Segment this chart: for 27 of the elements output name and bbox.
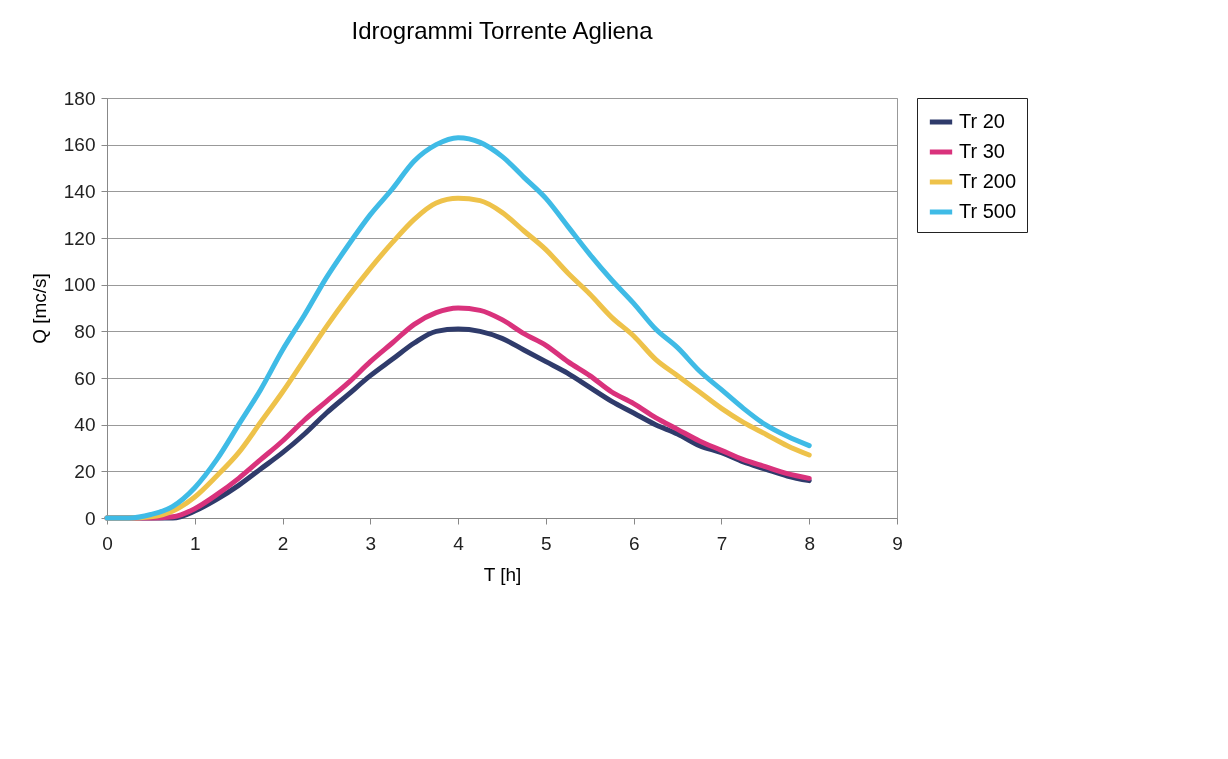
x-tick-label: 4	[453, 532, 465, 554]
x-tick-label: 7	[716, 532, 728, 554]
x-tick-label: 8	[804, 532, 816, 554]
legend-label: Tr 500	[959, 200, 1017, 222]
y-tick-label: 20	[74, 460, 96, 482]
legend-label: Tr 200	[959, 170, 1017, 192]
legend-label: Tr 20	[959, 110, 1005, 132]
legend-label: Tr 30	[959, 140, 1005, 162]
y-tick-label: 0	[84, 507, 96, 529]
x-tick-label: 9	[892, 532, 903, 554]
y-tick-label: 60	[74, 367, 96, 389]
x-tick-label: 0	[102, 532, 113, 554]
y-tick-label: 180	[63, 87, 96, 109]
chart-title: Idrogrammi Torrente Agliena	[351, 17, 654, 44]
y-axis-title: Q [mc/s]	[28, 273, 50, 344]
y-tick-label: 120	[63, 227, 96, 249]
x-tick-label: 1	[189, 532, 201, 554]
x-tick-label: 6	[628, 532, 640, 554]
x-tick-label: 3	[365, 532, 377, 554]
y-tick-label: 140	[63, 180, 96, 202]
y-tick-label: 40	[74, 414, 96, 436]
y-tick-label: 80	[74, 320, 96, 342]
y-tick-label: 100	[63, 274, 96, 296]
x-tick-label: 5	[541, 532, 552, 554]
y-tick-label: 160	[63, 134, 96, 156]
x-axis-title: T [h]	[483, 563, 522, 585]
x-tick-label: 2	[277, 532, 289, 554]
